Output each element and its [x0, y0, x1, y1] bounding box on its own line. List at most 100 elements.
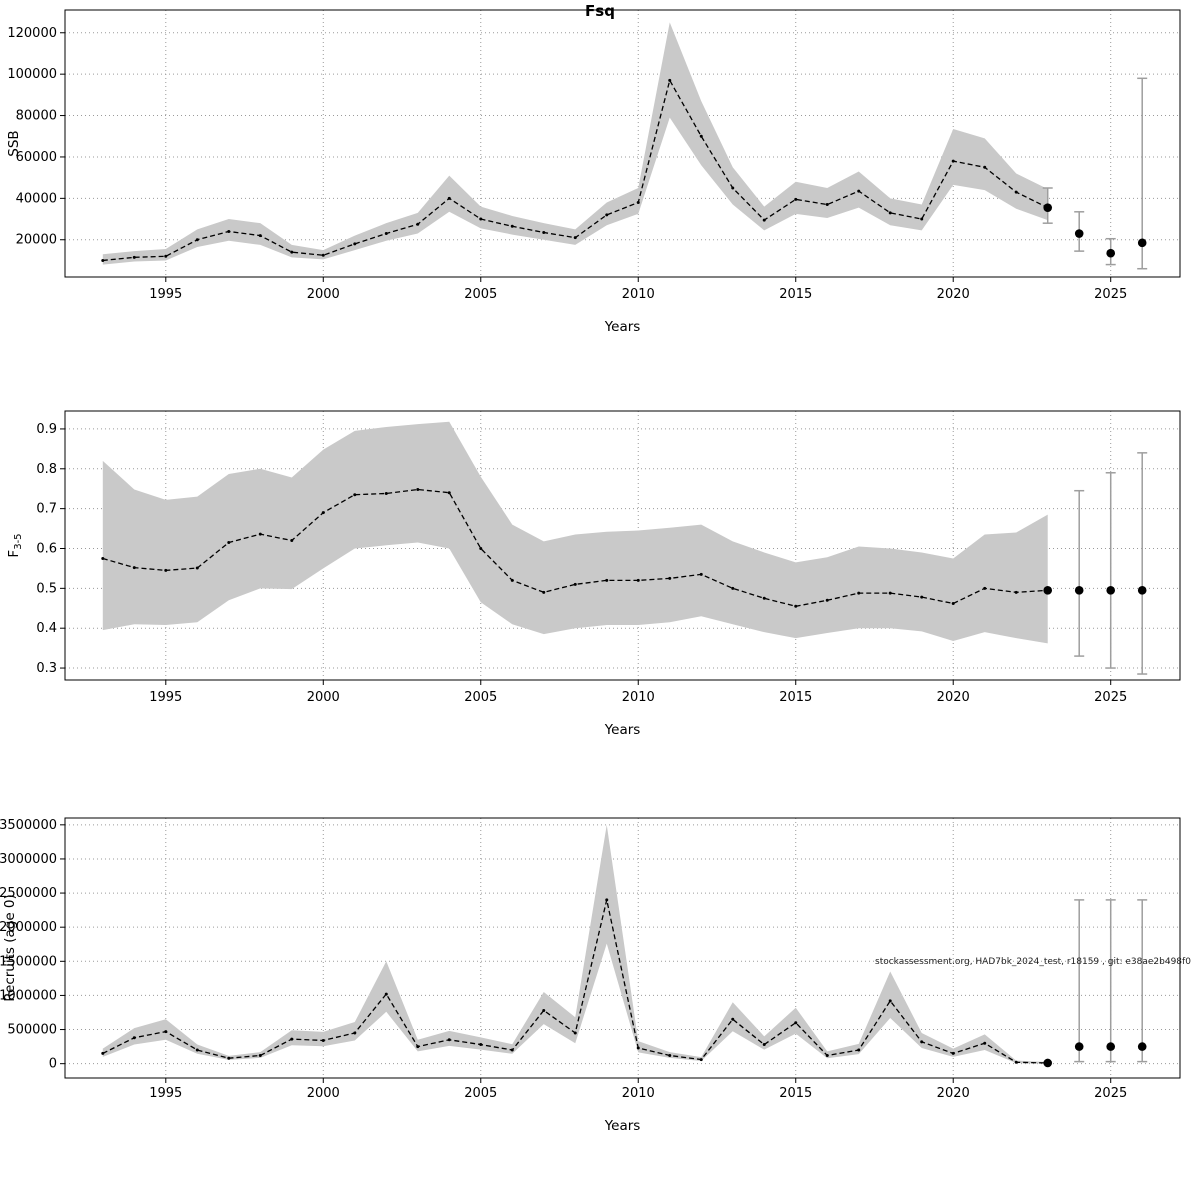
estimate-point	[888, 211, 892, 215]
estimate-point	[542, 1008, 546, 1012]
estimate-point	[479, 546, 483, 550]
estimate-point	[384, 992, 388, 996]
confidence-band	[102, 421, 1048, 644]
estimate-point	[353, 1031, 357, 1035]
estimate-point	[731, 186, 735, 190]
estimate-point	[825, 203, 829, 207]
estimate-point	[857, 1048, 861, 1052]
y-tick-label: 0	[49, 1057, 57, 1072]
forecast-point	[1106, 586, 1116, 595]
estimate-point	[258, 234, 262, 238]
estimate-point	[920, 217, 924, 221]
estimate-point	[605, 578, 609, 582]
estimate-point	[195, 1048, 199, 1052]
y-tick-label: 100000	[7, 67, 57, 82]
estimate-point	[762, 218, 766, 222]
estimate-point	[762, 596, 766, 600]
estimate-point	[510, 224, 514, 228]
forecast-point	[1137, 586, 1147, 595]
estimate-point	[447, 1038, 451, 1042]
estimate-point	[510, 578, 514, 582]
y-tick-label: 2000000	[0, 920, 57, 935]
estimate-point	[857, 189, 861, 193]
estimate-point	[699, 134, 703, 138]
y-tick-label: 2500000	[0, 886, 57, 901]
y-tick-label: 0.5	[36, 581, 57, 596]
estimate-point	[479, 1043, 483, 1047]
forecast-point	[1137, 1042, 1147, 1051]
estimate-point	[825, 598, 829, 602]
estimate-point	[731, 1017, 735, 1021]
recruits-chart-panel: 1995 2000 2005 2010 2015 2020 2025 0 500000 10000…	[0, 817, 1181, 1134]
estimate-point	[951, 1051, 955, 1055]
estimate-point	[258, 532, 262, 536]
estimate-point	[794, 1021, 798, 1025]
estimate-point	[290, 539, 294, 543]
y-tick-label: 120000	[7, 26, 57, 41]
estimate-point	[227, 229, 231, 233]
estimate-point	[888, 591, 892, 595]
plot-border	[64, 9, 1181, 278]
estimate-point	[416, 222, 420, 226]
y-tick-label: 1000000	[0, 988, 57, 1003]
estimate-point	[227, 1056, 231, 1060]
estimate-point	[101, 556, 105, 560]
forecast-point	[1074, 586, 1084, 595]
y-tick-label: 0.3	[36, 661, 57, 676]
x-tick-label: 2020	[937, 1086, 970, 1101]
estimate-point	[290, 250, 294, 254]
estimate-point	[290, 1037, 294, 1041]
estimate-point	[983, 1041, 987, 1045]
estimate-point	[258, 1053, 262, 1057]
estimate-point	[384, 491, 388, 495]
estimate-point	[605, 898, 609, 902]
estimate-point	[983, 165, 987, 169]
y-tick-label: 1500000	[0, 954, 57, 969]
estimate-point	[573, 582, 577, 586]
estimate-point	[227, 541, 231, 545]
estimate-point	[794, 197, 798, 201]
x-tick-label: 2010	[622, 1086, 655, 1101]
y-axis-label: F3-5	[6, 533, 24, 557]
x-tick-label: 2025	[1094, 690, 1127, 705]
estimate-point	[321, 253, 325, 257]
estimate-point	[983, 586, 987, 590]
estimate-point	[825, 1053, 829, 1057]
y-tick-label: 3500000	[0, 818, 57, 833]
estimate-point	[353, 493, 357, 497]
y-tick-label: 60000	[16, 150, 57, 165]
x-tick-label: 1995	[149, 690, 182, 705]
forecast-point	[1043, 1058, 1053, 1068]
estimate-point	[636, 1046, 640, 1050]
estimate-point	[1014, 190, 1018, 194]
forecast-point	[1074, 1042, 1084, 1051]
estimate-point	[447, 196, 451, 200]
figure-title: Fsq	[585, 2, 615, 20]
x-tick-label: 2025	[1094, 287, 1127, 302]
estimate-point	[636, 578, 640, 582]
x-tick-label: 2025	[1094, 1086, 1127, 1101]
estimate-point	[920, 595, 924, 599]
y-tick-label: 3000000	[0, 852, 57, 867]
y-axis-label: SSB	[6, 130, 22, 156]
estimate-point	[857, 591, 861, 595]
x-tick-label: 2005	[464, 690, 497, 705]
estimate-point	[510, 1048, 514, 1052]
x-tick-label: 2015	[779, 690, 812, 705]
estimate-point	[321, 1038, 325, 1042]
estimate-point	[101, 258, 105, 262]
estimate-point	[132, 566, 136, 570]
estimate-point	[951, 159, 955, 163]
estimate-point	[573, 236, 577, 240]
x-axis-label: Years	[604, 319, 641, 335]
y-tick-label: 0.8	[36, 462, 57, 477]
y-tick-label: 500000	[7, 1023, 57, 1038]
estimate-point	[164, 254, 168, 258]
estimate-point	[951, 601, 955, 605]
estimate-point	[605, 213, 609, 217]
estimate-point	[164, 568, 168, 572]
y-tick-label: 0.9	[36, 422, 57, 437]
confidence-band	[102, 22, 1048, 265]
estimate-point	[920, 1040, 924, 1044]
